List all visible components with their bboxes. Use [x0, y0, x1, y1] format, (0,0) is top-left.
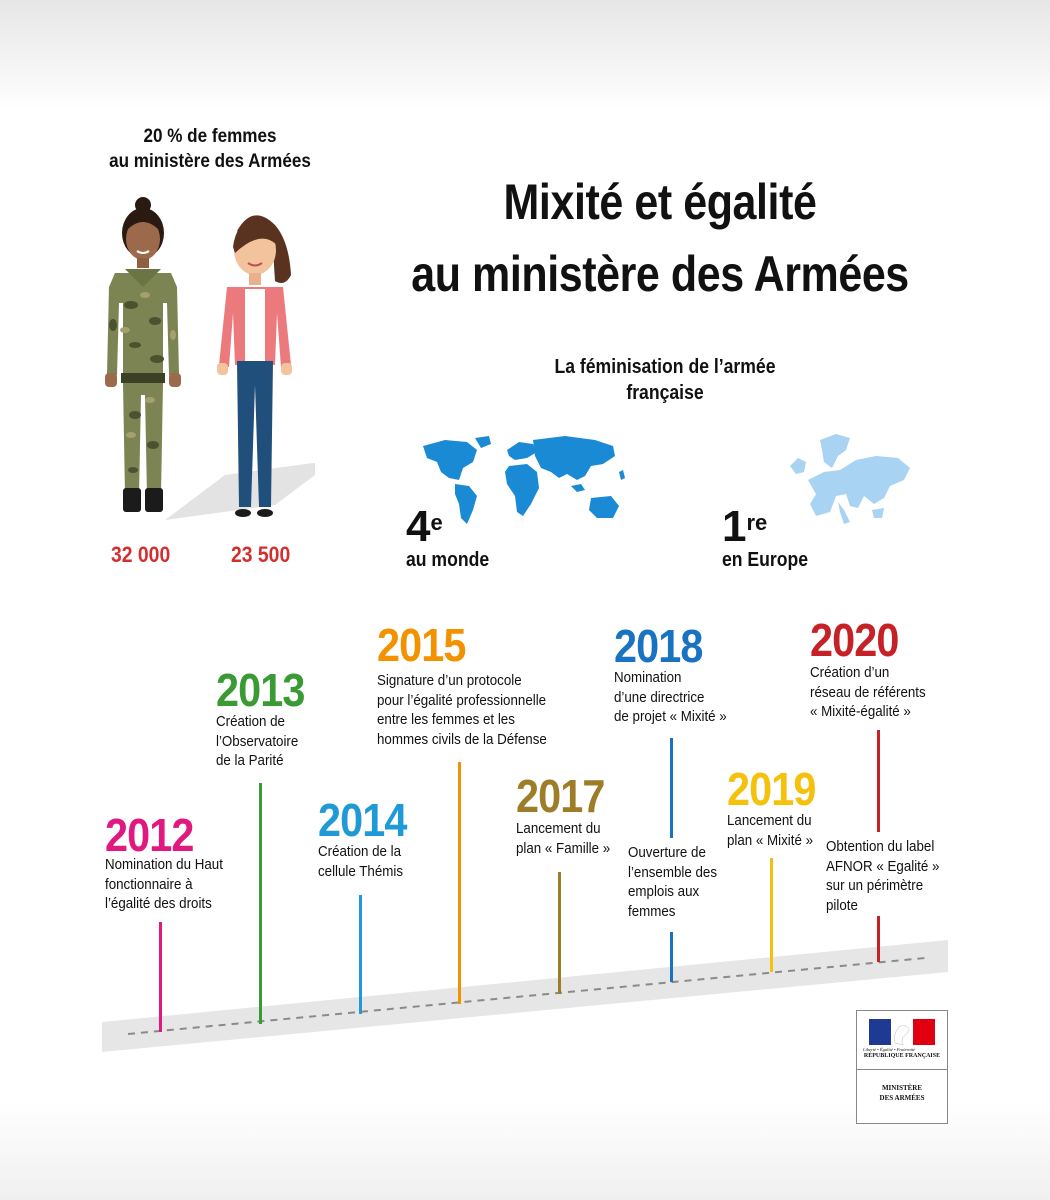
event-2012-year: 2012: [105, 809, 194, 861]
event-2018-text: Nomination d’une directrice de projet « …: [614, 670, 727, 725]
event-2019-text: Lancement du plan « Mixité »: [727, 813, 814, 849]
event-2012-stem: [159, 922, 162, 1032]
women-illustration: [105, 197, 315, 520]
military-woman-figure: [105, 197, 181, 512]
ministry-line2: DES ARMÉES: [879, 1094, 925, 1102]
event-2015-text: Signature d’un protocole pour l’égalité …: [377, 673, 547, 748]
world-map-icon: [423, 436, 625, 524]
event-2020-text: Création d’un réseau de référents « Mixi…: [810, 665, 926, 720]
logo-divider: [857, 1069, 947, 1070]
event-2013-stem: [259, 783, 262, 1024]
feminisation-title: La féminisation de l’armée française: [537, 354, 792, 406]
civilian-woman-figure: [217, 215, 292, 517]
world-rank-label: au monde: [406, 549, 490, 571]
event-2019-stem: [770, 858, 773, 972]
event-2013-year: 2013: [216, 664, 305, 716]
title-line1: Mixité et égalité: [503, 174, 817, 230]
republic-name: RÉPUBLIQUE FRANÇAISE: [863, 1053, 941, 1059]
world-rank: 4e au monde: [406, 505, 500, 572]
event-2015-year: 2015: [377, 619, 466, 671]
women-stat-line2: au ministère des Armées: [109, 151, 311, 172]
event-2015-stem: [458, 762, 461, 1004]
event-2017-text: Lancement du plan « Famille »: [516, 821, 611, 857]
event-2020-stem-lower: [877, 916, 880, 962]
event-2017-year: 2017: [516, 770, 605, 822]
event-2014-year: 2014: [318, 794, 407, 846]
event-2020-stem: [877, 730, 880, 832]
feminisation-title-line2: française: [626, 382, 704, 404]
event-2013-text: Création de l’Observatoire de la Parité: [216, 714, 299, 769]
event-2019-year: 2019: [727, 763, 816, 815]
event-2012-text: Nomination du Haut fonctionnaire à l’éga…: [105, 857, 223, 912]
event-2014-text: Création de la cellule Thémis: [318, 844, 404, 880]
republic-motto: Liberté • Égalité • Fraternité: [863, 1047, 916, 1052]
europe-rank: 1re en Europe: [722, 505, 820, 572]
ministry-line1: MINISTÈRE: [881, 1084, 923, 1092]
event-2018-stem-lower: [670, 932, 673, 982]
civilian-women-count: 23 500: [231, 542, 291, 567]
marianne-flag-icon: [869, 1019, 935, 1045]
feminisation-title-line1: La féminisation de l’armée: [554, 356, 776, 378]
women-stat-line1: 20 % de femmes: [143, 126, 277, 147]
europe-rank-number: 1: [722, 502, 747, 551]
europe-rank-suffix: re: [746, 510, 768, 535]
world-rank-suffix: e: [430, 510, 443, 535]
event-2020-year: 2020: [810, 614, 899, 666]
world-rank-number: 4: [406, 502, 431, 551]
event-2018-stem: [670, 738, 673, 838]
military-women-count: 32 000: [111, 542, 171, 567]
event-2017-stem: [558, 872, 561, 994]
event-2014-stem: [359, 895, 362, 1014]
page-title: Mixité et égalité au ministère des Armée…: [402, 166, 918, 310]
event-2018-secondary: Ouverture de l’ensemble des emplois aux …: [628, 845, 717, 920]
europe-map-icon: [790, 434, 910, 524]
europe-rank-label: en Europe: [722, 549, 809, 571]
ministry-logo: Liberté • Égalité • Fraternité RÉPUBLIQU…: [856, 1010, 948, 1124]
title-line2: au ministère des Armées: [411, 246, 909, 302]
event-2020-secondary: Obtention du label AFNOR « Egalité » sur…: [826, 839, 940, 914]
ministry-name: MINISTÈRE DES ARMÉES: [857, 1083, 947, 1103]
women-percentage-stat: 20 % de femmes au ministère des Armées: [75, 124, 345, 174]
event-2018-year: 2018: [614, 620, 703, 672]
